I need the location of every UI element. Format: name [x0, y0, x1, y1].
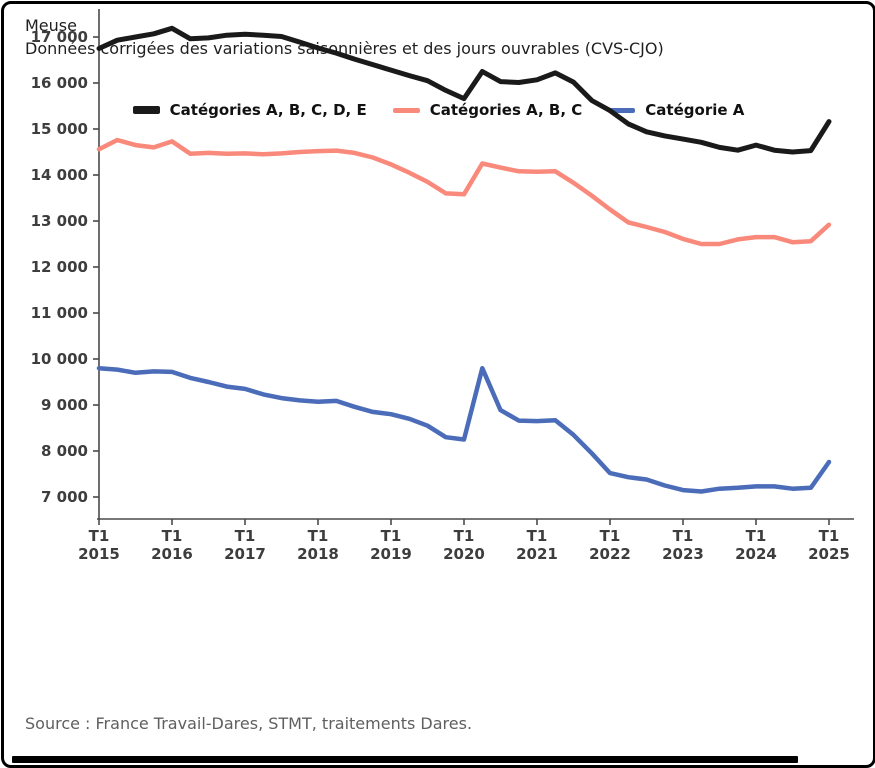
legend-item-a: Catégorie A: [608, 101, 744, 119]
axis-tick-label: 8 000: [41, 442, 88, 460]
legend-label-abc: Catégories A, B, C: [429, 101, 583, 119]
axis-tick-label: 9 000: [41, 396, 88, 414]
axis-tick-label: T1: [162, 527, 183, 545]
page-title: Meuse: [25, 16, 77, 35]
chart-header: Meuse Données corrigées des variations s…: [25, 14, 853, 60]
axis-tick-label: 17 000: [31, 28, 88, 46]
axis-tick-label: 2022: [589, 545, 631, 563]
axis-tick-label: 13 000: [31, 212, 88, 230]
legend-item-abc: Catégories A, B, C: [392, 101, 583, 119]
legend-item-abcde: Catégories A, B, C, D, E: [132, 101, 367, 119]
axis-tick-label: T1: [235, 527, 256, 545]
axis-tick-label: 2017: [224, 545, 266, 563]
bottom-divider: [12, 756, 798, 763]
axis-tick-label: 2015: [78, 545, 120, 563]
line-chart: 7 000 8 000 9 000 10 000 11 000 12 000 13 000 1…: [31, 9, 854, 563]
axis-tick-label: 2019: [370, 545, 412, 563]
series-line: [96, 25, 832, 155]
axis-tick-label: T1: [527, 527, 548, 545]
legend-label-a: Catégorie A: [645, 101, 745, 119]
axis-tick-label: T1: [381, 527, 402, 545]
axis-tick-label: 2018: [297, 545, 339, 563]
axis-tick-label: T1: [89, 527, 110, 545]
axis-tick-label: 10 000: [31, 350, 88, 368]
legend-swatch-blue-icon: [608, 107, 636, 113]
axis-tick-label: 2020: [443, 545, 485, 563]
axis-tick-label: T1: [746, 527, 767, 545]
axis-tick-label: 2016: [151, 545, 193, 563]
axis-tick-label: 11 000: [31, 304, 88, 322]
axis-tick-label: T1: [673, 527, 694, 545]
chart-subtitle: Données corrigées des variations saisonn…: [25, 39, 664, 59]
axis-tick-label: 15 000: [31, 120, 88, 138]
series-line: [96, 365, 832, 494]
axis-tick-label: T1: [819, 527, 840, 545]
axis-tick-label: T1: [600, 527, 621, 545]
axis-tick-label: 2023: [662, 545, 704, 563]
legend-label-abcde: Catégories A, B, C, D, E: [169, 101, 367, 119]
axis-tick-label: 2021: [516, 545, 558, 563]
axis-tick-label: 12 000: [31, 258, 88, 276]
series-line: [96, 137, 832, 247]
legend-swatch-salmon-icon: [392, 107, 420, 113]
axis-tick-label: 14 000: [31, 166, 88, 184]
source-note: Source : France Travail-Dares, STMT, tra…: [25, 714, 473, 733]
chart-legend: Catégories A, B, C, D, E Catégories A, B…: [4, 101, 873, 119]
legend-swatch-black-icon: [132, 106, 160, 114]
axis-tick-label: 2025: [808, 545, 850, 563]
axis-tick-label: 7 000: [41, 488, 88, 506]
axis-tick-label: T1: [308, 527, 329, 545]
axis-tick-label: 2024: [735, 545, 777, 563]
axis-tick-label: 16 000: [31, 74, 88, 92]
axis-tick-label: T1: [454, 527, 475, 545]
